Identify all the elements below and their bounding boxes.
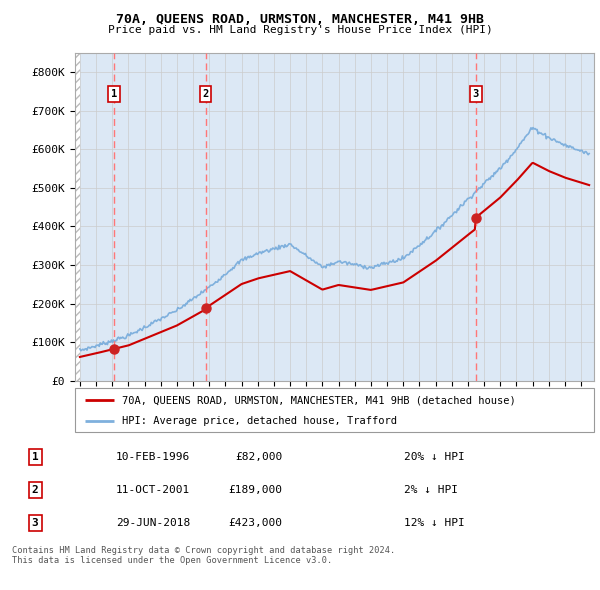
Text: 1: 1	[32, 453, 38, 462]
Bar	[72, 53, 80, 381]
Text: 2: 2	[203, 89, 209, 99]
Text: 3: 3	[473, 89, 479, 99]
Text: HPI: Average price, detached house, Trafford: HPI: Average price, detached house, Traf…	[122, 416, 397, 426]
Text: 2% ↓ HPI: 2% ↓ HPI	[404, 486, 458, 495]
FancyBboxPatch shape	[75, 388, 594, 432]
Text: 11-OCT-2001: 11-OCT-2001	[116, 486, 190, 495]
Text: Contains HM Land Registry data © Crown copyright and database right 2024.
This d: Contains HM Land Registry data © Crown c…	[12, 546, 395, 565]
Text: £82,000: £82,000	[235, 453, 283, 462]
Text: 70A, QUEENS ROAD, URMSTON, MANCHESTER, M41 9HB (detached house): 70A, QUEENS ROAD, URMSTON, MANCHESTER, M…	[122, 395, 515, 405]
Text: 29-JUN-2018: 29-JUN-2018	[116, 519, 190, 528]
Text: £423,000: £423,000	[229, 519, 283, 528]
Text: Price paid vs. HM Land Registry's House Price Index (HPI): Price paid vs. HM Land Registry's House …	[107, 25, 493, 35]
Text: 12% ↓ HPI: 12% ↓ HPI	[404, 519, 464, 528]
Text: 1: 1	[111, 89, 117, 99]
Text: 20% ↓ HPI: 20% ↓ HPI	[404, 453, 464, 462]
Text: 3: 3	[32, 519, 38, 528]
Text: 10-FEB-1996: 10-FEB-1996	[116, 453, 190, 462]
Bar	[72, 53, 80, 381]
Text: 2: 2	[32, 486, 38, 495]
Text: £189,000: £189,000	[229, 486, 283, 495]
Text: 70A, QUEENS ROAD, URMSTON, MANCHESTER, M41 9HB: 70A, QUEENS ROAD, URMSTON, MANCHESTER, M…	[116, 13, 484, 26]
